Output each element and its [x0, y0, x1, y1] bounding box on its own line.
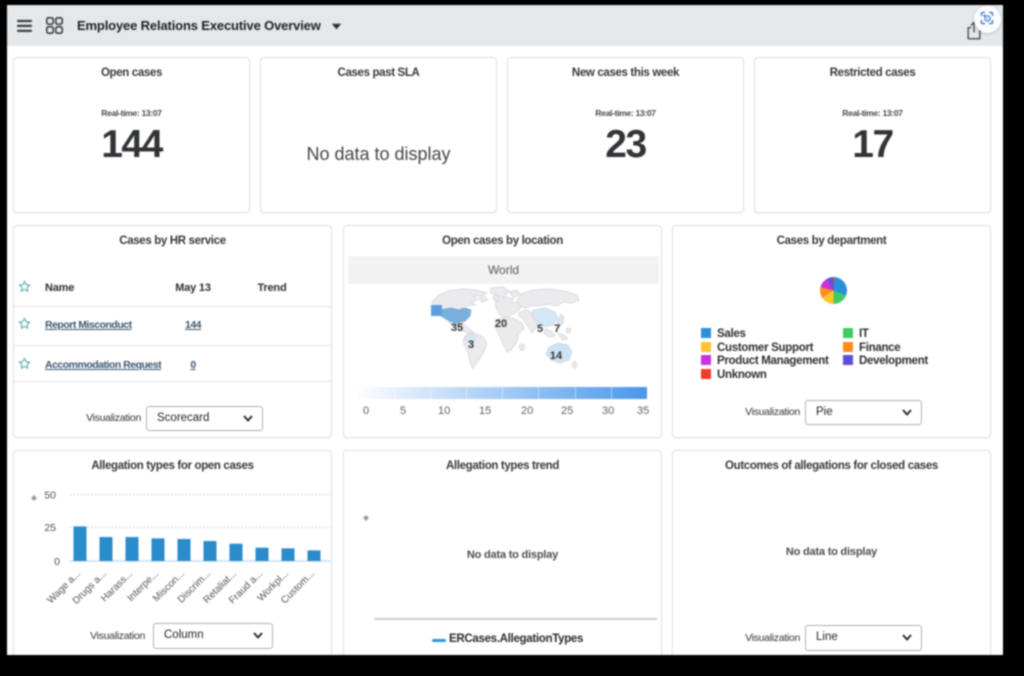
svg-text:3: 3 [468, 339, 474, 351]
svg-text:50: 50 [44, 490, 56, 502]
svg-text:25: 25 [44, 522, 56, 534]
svg-text:7: 7 [554, 323, 560, 335]
svg-text:14: 14 [550, 350, 563, 362]
svg-text:35: 35 [451, 322, 463, 334]
svg-text:5: 5 [537, 323, 543, 335]
svg-text:20: 20 [495, 318, 507, 330]
svg-text:0: 0 [54, 556, 60, 568]
